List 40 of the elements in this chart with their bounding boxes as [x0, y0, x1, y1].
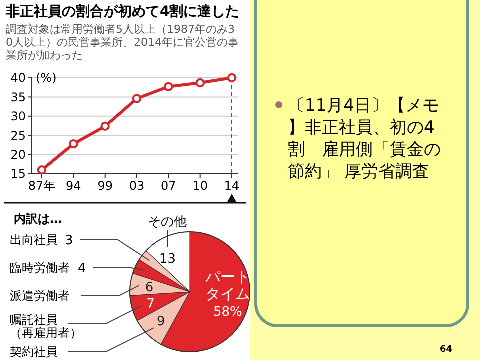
point: [69, 139, 78, 149]
point: [37, 166, 47, 175]
slice-label: 嘱託社員（再雇用者）: [10, 313, 82, 340]
slice-label: 契約社員: [10, 345, 58, 360]
x-tick-label: 87年: [28, 179, 56, 193]
slice-label: パートタイム: [204, 268, 250, 304]
data-label: 4: [78, 262, 86, 277]
y-tick-label: 30: [10, 110, 26, 124]
y-tick-label: 25: [10, 128, 26, 143]
point: [196, 78, 205, 88]
y-axis-title: (%): [36, 71, 57, 85]
slice-label: 派遣労働者: [10, 289, 70, 304]
point: [132, 94, 142, 104]
x-tick-label: 03: [129, 179, 145, 193]
chart-title: 内訳は…: [14, 212, 62, 226]
x-tick-label: 10: [192, 179, 208, 193]
data-label: 9: [157, 314, 166, 330]
y-tick-label: 20: [10, 148, 26, 162]
data-label: 3: [65, 234, 74, 249]
data-label: 7: [146, 296, 155, 312]
data-label: 13: [159, 252, 176, 267]
x-tick-label: 07: [161, 179, 176, 193]
text: 64: [440, 345, 453, 355]
y-tick-label: 40: [10, 71, 26, 86]
slice-label: その他: [148, 215, 188, 230]
point: [227, 73, 237, 83]
data-label: 6: [145, 280, 154, 296]
y-tick-label: 15: [10, 167, 26, 182]
x-tick-label: 99: [98, 179, 113, 193]
slice-label: 出向社員: [10, 233, 58, 248]
text: 〔11月4日〕【メモ】非正社員、初の4割 雇用側「賃金の節約」 厚労省調査: [288, 96, 441, 182]
data-label: 58%: [214, 305, 242, 320]
point: [100, 122, 110, 131]
x-tick-label: 14: [224, 179, 240, 193]
slice-label: 臨時労働者: [10, 261, 70, 276]
chart-title: 非正社員の割合が初めて4割に達した: [5, 3, 240, 20]
point: [164, 82, 174, 92]
chart-subtitle: 調査対象は常用労働者5人以上（1987年のみ30人以上）の民営事業所。2014年に官公営の事業所が加わった: [6, 23, 239, 62]
x-tick-label: 94: [66, 179, 82, 193]
y-tick-label: 35: [10, 90, 26, 104]
